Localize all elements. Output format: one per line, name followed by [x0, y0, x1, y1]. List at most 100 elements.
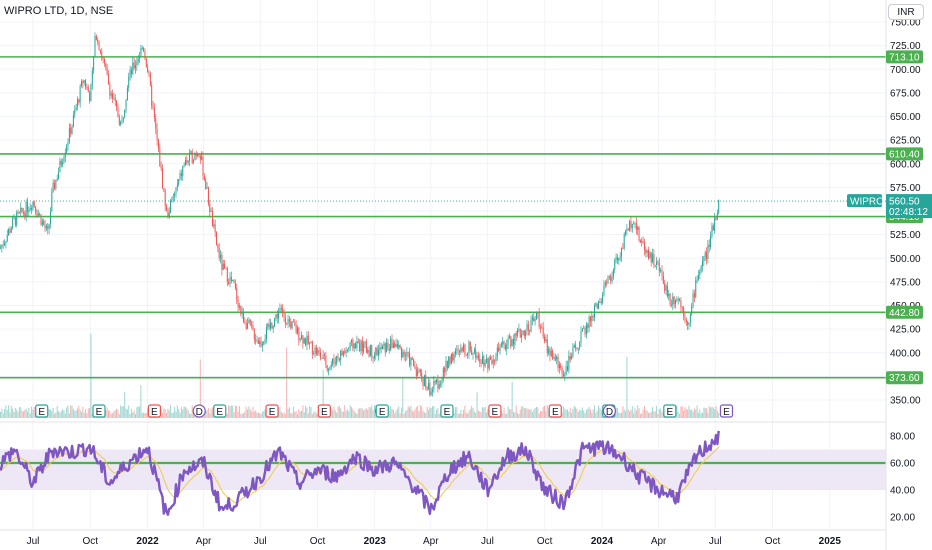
candle-body — [517, 329, 519, 336]
candle-body — [448, 356, 450, 369]
volume-bar — [282, 413, 284, 418]
earnings-marker[interactable]: E — [719, 404, 734, 418]
volume-bar — [514, 412, 516, 418]
volume-bar — [121, 406, 123, 418]
candle-body — [328, 369, 330, 371]
candle-body — [29, 207, 31, 211]
earnings-marker[interactable]: E — [548, 404, 562, 418]
volume-bar — [565, 409, 567, 418]
volume-bar — [685, 408, 687, 418]
candle-body — [272, 326, 274, 329]
candle-body — [348, 347, 350, 350]
candle-body — [535, 312, 537, 320]
candle-body — [337, 356, 339, 359]
candle-body — [141, 48, 143, 49]
candle-body — [295, 325, 297, 333]
volume-bar — [454, 407, 456, 418]
candle-body — [160, 166, 162, 169]
candle-body — [423, 375, 425, 386]
candle-body — [619, 256, 621, 259]
candle-body — [66, 145, 68, 153]
rsi-axis[interactable]: 80.00 60.00 40.00 20.00 — [890, 432, 915, 524]
volume-bar — [403, 413, 405, 418]
volume-bar — [712, 407, 714, 418]
volume-bar — [700, 413, 702, 418]
volume-bar — [681, 406, 683, 418]
time-tick-label: Apr — [423, 536, 439, 547]
candle-body — [453, 354, 455, 361]
event-marker-letter: E — [444, 407, 451, 418]
earnings-marker[interactable]: E — [488, 404, 502, 418]
volume-bar — [105, 410, 107, 418]
volume-bar — [469, 409, 471, 418]
candle-body — [657, 261, 659, 263]
volume-bar — [429, 407, 431, 418]
volume-bar — [530, 409, 532, 418]
candle-body — [649, 252, 651, 259]
volume-bar — [122, 406, 124, 418]
volume-bar — [91, 413, 93, 418]
candle-body — [314, 347, 316, 354]
volume-bar — [287, 408, 289, 418]
candle-body — [265, 326, 267, 340]
volume-bar — [359, 408, 361, 418]
earnings-marker[interactable]: E — [265, 404, 279, 418]
volume-bar — [18, 407, 20, 418]
candle-body — [658, 262, 660, 272]
earnings-marker[interactable]: E — [440, 404, 454, 418]
earnings-marker[interactable]: E — [213, 404, 227, 418]
volume-bar — [182, 409, 184, 418]
candle-body — [346, 349, 348, 351]
earnings-marker[interactable]: E — [317, 404, 331, 418]
symbol-tag — [847, 194, 882, 208]
earnings-marker[interactable]: E — [35, 404, 49, 418]
horizontal-levels[interactable] — [0, 56, 886, 379]
event-marker-letter: D — [606, 407, 613, 418]
candle-body — [213, 224, 215, 227]
earnings-marker[interactable]: E — [663, 404, 677, 418]
earnings-marker[interactable]: E — [92, 404, 106, 418]
volume-bar — [571, 412, 573, 418]
volume-bar — [463, 409, 465, 418]
candle-body — [35, 206, 37, 212]
candle-body — [17, 212, 19, 213]
candle-body — [310, 341, 312, 343]
candle-body — [413, 359, 415, 367]
candle-body — [421, 372, 423, 379]
volume-bar — [419, 405, 421, 418]
candle-body — [648, 249, 649, 259]
price-tick-label: 750.00 — [890, 18, 921, 29]
candle-body — [396, 343, 398, 348]
candles[interactable] — [0, 32, 720, 397]
rsi-line[interactable] — [0, 430, 720, 516]
candle-body — [113, 98, 115, 99]
volume-bar — [241, 413, 243, 418]
volume-bar — [656, 405, 658, 418]
candle-body — [149, 74, 151, 86]
dividend-marker[interactable]: D — [192, 404, 206, 418]
candle-body — [89, 92, 91, 102]
candle-body — [349, 342, 351, 348]
event-markers[interactable]: EEEDEEEDEEEEEDEE — [35, 404, 734, 418]
rsi-pane[interactable] — [0, 430, 886, 516]
candle-body — [502, 341, 504, 345]
price-tick-label: 350.00 — [890, 396, 921, 407]
time-axis[interactable]: Jul Oct 2022 Apr Jul Oct 2023 Apr Jul Oct 2024 Apr J… — [27, 536, 842, 547]
earnings-marker[interactable]: E — [375, 404, 389, 418]
dividend-marker[interactable]: D — [602, 404, 617, 418]
volume-bar — [371, 405, 373, 418]
candle-body — [195, 153, 197, 156]
candle-body — [224, 263, 226, 268]
candle-body — [361, 340, 363, 352]
earnings-marker[interactable]: E — [147, 404, 161, 418]
volume-bar — [137, 406, 139, 418]
volume-bar — [89, 407, 91, 418]
volume-bar — [310, 406, 312, 418]
candle-body — [557, 356, 559, 369]
candle-body — [490, 357, 492, 360]
candle-body — [183, 165, 185, 167]
volume-bar — [199, 359, 201, 418]
volume-bar — [179, 412, 181, 418]
currency-button[interactable]: INR — [888, 4, 924, 20]
